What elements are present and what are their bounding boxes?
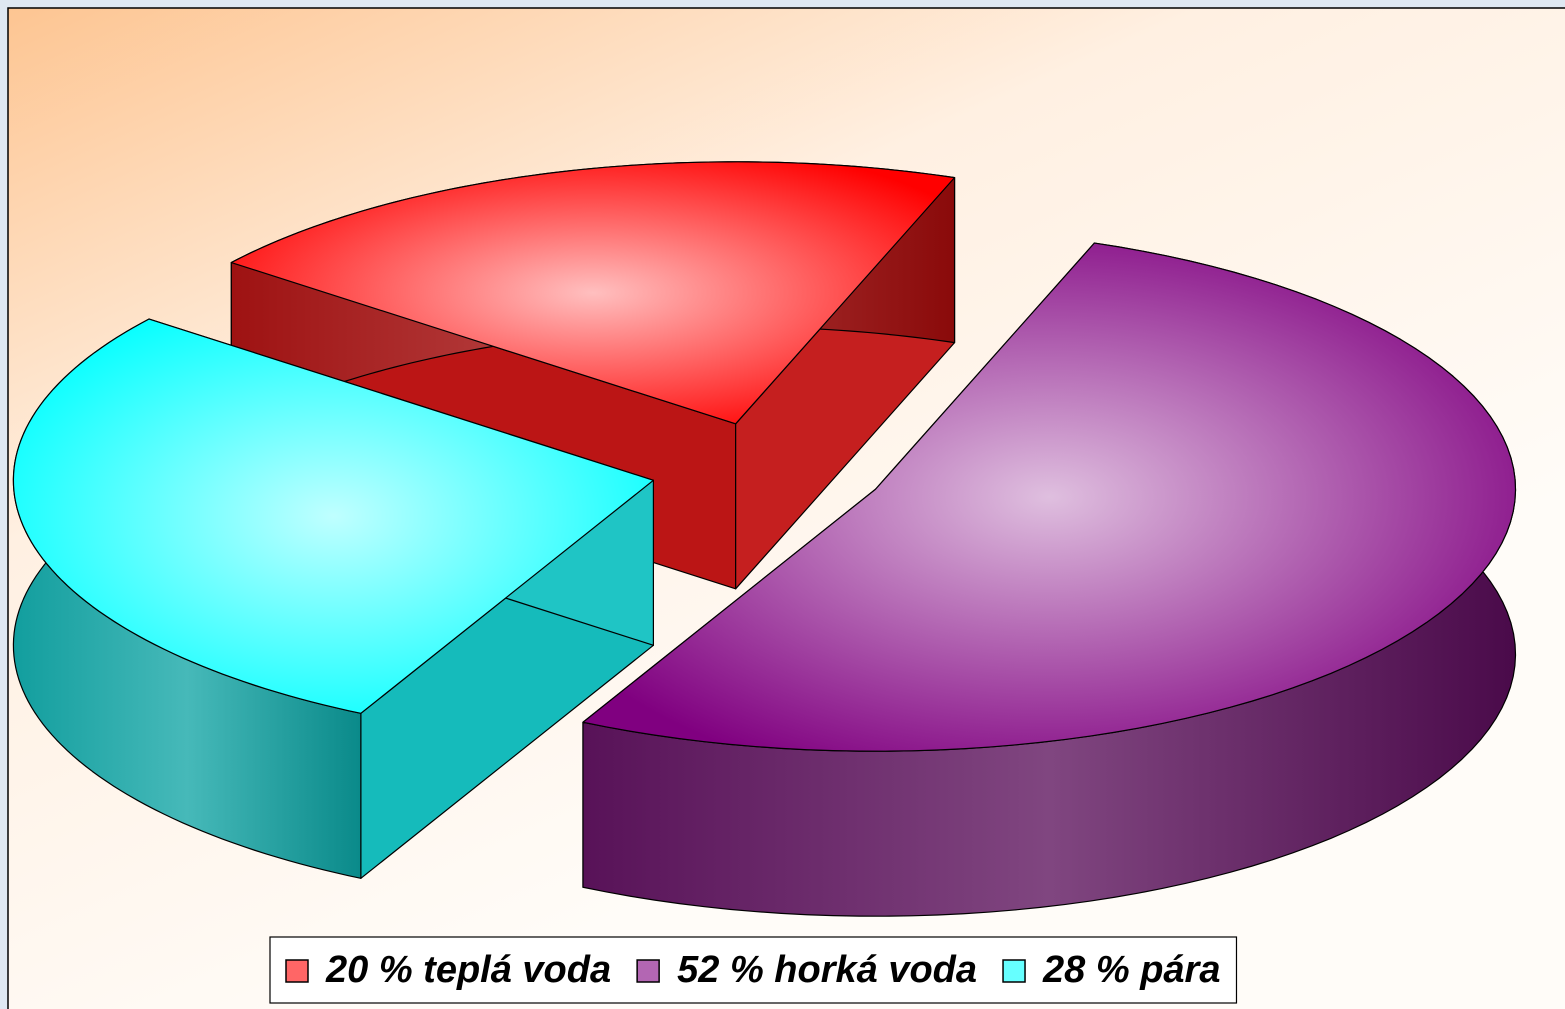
legend-label: 20 % teplá voda bbox=[325, 949, 611, 991]
legend-box bbox=[269, 936, 1238, 1004]
pie-slice bbox=[12, 318, 655, 879]
legend-label: 28 % pára bbox=[1042, 949, 1220, 991]
slice-top bbox=[230, 161, 956, 425]
legend-swatch bbox=[285, 959, 309, 983]
pie-slice bbox=[582, 242, 1517, 917]
pie-slice bbox=[230, 161, 956, 590]
pie bbox=[12, 161, 1517, 917]
slice-top bbox=[582, 242, 1517, 752]
legend-label: 52 % horká voda bbox=[677, 949, 977, 991]
legend: 20 % teplá voda 52 % horká voda 28 % pára bbox=[269, 936, 1238, 1004]
legend-swatch bbox=[636, 959, 660, 983]
legend-swatch bbox=[1002, 959, 1026, 983]
slice-top bbox=[12, 318, 655, 714]
